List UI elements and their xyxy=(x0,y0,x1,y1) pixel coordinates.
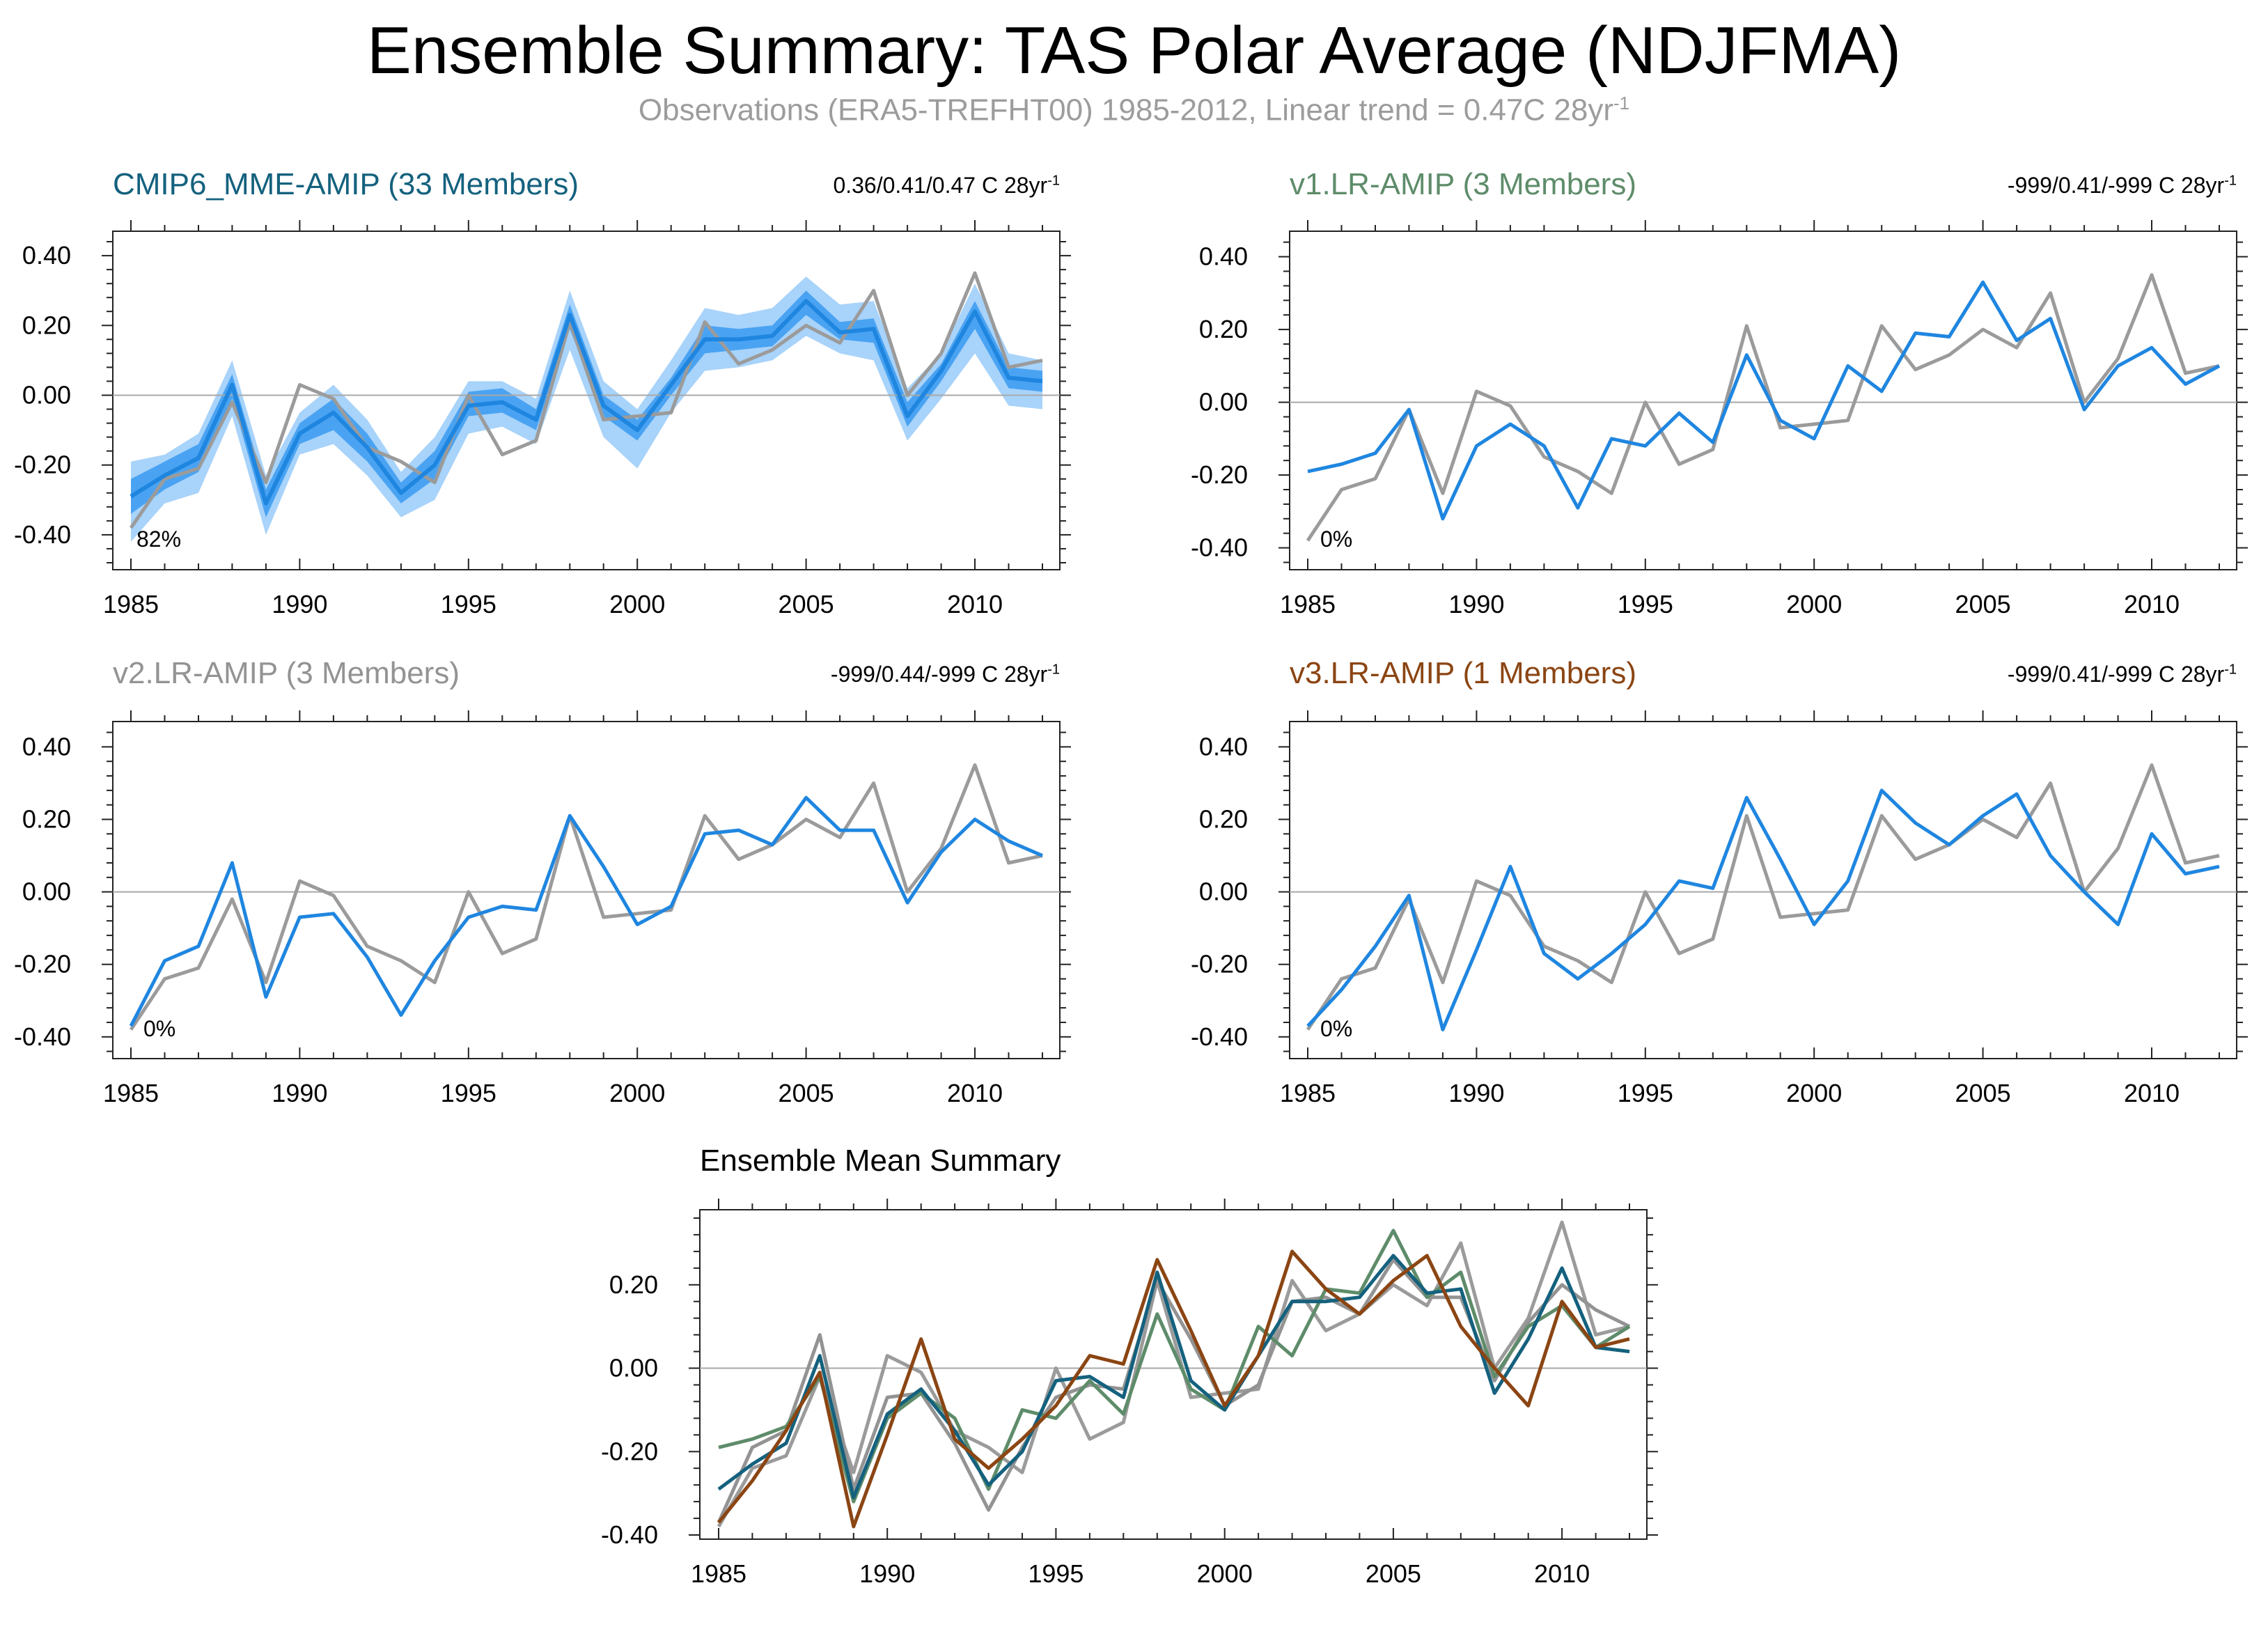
y-tick-label: 0.20 xyxy=(1199,805,1248,834)
percent-label: 82% xyxy=(136,527,181,552)
panel-title-v3: v3.LR-AMIP (1 Members) xyxy=(1290,656,1636,690)
series-line-v3 xyxy=(717,1249,1630,1529)
trend-superscript: -1 xyxy=(1047,173,1060,189)
x-tick-label: 2005 xyxy=(779,590,834,618)
percent-label: 0% xyxy=(143,1016,175,1041)
y-tick-label: 0.00 xyxy=(22,878,71,906)
y-tick-label: 0.40 xyxy=(22,241,71,270)
plot-frame xyxy=(1289,721,2237,1059)
x-tick-label: 2000 xyxy=(609,1079,665,1107)
y-tick-label: 0.40 xyxy=(1199,242,1248,271)
y-tick-label: 0.20 xyxy=(609,1270,658,1299)
x-tick-label: 1995 xyxy=(1618,1079,1673,1107)
page-title: Ensemble Summary: TAS Polar Average (NDJ… xyxy=(366,13,1902,88)
x-tick-label: 1990 xyxy=(1448,590,1504,618)
y-tick-label: 0.00 xyxy=(609,1354,658,1382)
subtitle-superscript: -1 xyxy=(1613,93,1630,114)
trend-superscript: -1 xyxy=(2224,662,2237,678)
x-tick-label: 1990 xyxy=(272,590,327,618)
y-tick-label: -0.40 xyxy=(14,1022,71,1051)
x-tick-label: 1995 xyxy=(441,590,496,618)
x-tick-label: 1990 xyxy=(859,1559,915,1588)
y-tick-label: 0.20 xyxy=(22,311,71,339)
trend-superscript: -1 xyxy=(1047,662,1060,678)
trend-text: 0.36/0.41/0.47 C 28yr xyxy=(833,173,1048,198)
panel-title-cmip6: CMIP6_MME-AMIP (33 Members) xyxy=(113,167,579,201)
series-line-observations xyxy=(717,1220,1630,1528)
series-line-observations xyxy=(129,271,1043,529)
y-tick-label: -0.20 xyxy=(14,950,71,979)
x-tick-label: 2000 xyxy=(609,590,665,618)
y-tick-label: 0.40 xyxy=(1199,732,1248,761)
x-tick-label: 2000 xyxy=(1786,1079,1842,1107)
subtitle-text: Observations (ERA5-TREFHT00) 1985-2012, … xyxy=(638,93,1613,127)
y-tick-label: 0.00 xyxy=(22,380,71,409)
series-line-model_line xyxy=(130,299,1043,506)
x-tick-label: 2005 xyxy=(1955,590,2011,618)
x-tick-label: 1985 xyxy=(1280,590,1336,618)
panel-trend-cmip6: 0.36/0.41/0.47 C 28yr-1 xyxy=(833,173,1060,198)
ensemble-band xyxy=(131,276,1042,542)
percent-label: 0% xyxy=(1320,1016,1352,1041)
x-tick-label: 1985 xyxy=(1280,1079,1336,1107)
percent-label: 0% xyxy=(1320,527,1352,552)
x-tick-label: 1990 xyxy=(1448,1079,1504,1107)
y-tick-label: -0.20 xyxy=(1191,460,1248,489)
y-tick-label: -0.20 xyxy=(14,451,71,479)
y-tick-label: -0.40 xyxy=(601,1520,658,1549)
panel-trend-v3: -999/0.41/-999 C 28yr-1 xyxy=(2008,662,2237,687)
trend-superscript: -1 xyxy=(2224,173,2237,189)
x-tick-label: 2005 xyxy=(1955,1079,2011,1107)
x-tick-label: 1985 xyxy=(103,590,159,618)
x-tick-label: 2010 xyxy=(947,1079,1003,1107)
x-tick-label: 2000 xyxy=(1786,590,1842,618)
x-tick-label: 2010 xyxy=(947,590,1003,618)
series-line-cmip6 xyxy=(717,1254,1630,1499)
panel-trend-v2: -999/0.44/-999 C 28yr-1 xyxy=(831,662,1060,687)
series-line-model_line xyxy=(1306,788,2220,1031)
x-tick-label: 1990 xyxy=(272,1079,327,1107)
y-tick-label: -0.40 xyxy=(1191,533,1248,562)
panel-title-v2: v2.LR-AMIP (3 Members) xyxy=(113,656,460,690)
series-line-observations xyxy=(1306,763,2220,1031)
series-line-observations xyxy=(129,763,1043,1031)
series-line-model_line xyxy=(129,795,1043,1027)
series-line-observations xyxy=(1306,273,2220,542)
y-tick-label: 0.00 xyxy=(1199,878,1248,906)
y-tick-label: 0.00 xyxy=(1199,388,1248,416)
x-tick-label: 1985 xyxy=(103,1079,159,1107)
x-tick-label: 1985 xyxy=(691,1559,746,1588)
y-tick-label: -0.40 xyxy=(1191,1022,1248,1051)
y-tick-label: -0.40 xyxy=(14,520,71,549)
x-tick-label: 2010 xyxy=(1534,1559,1590,1588)
x-tick-label: 2005 xyxy=(779,1079,834,1107)
page-subtitle: Observations (ERA5-TREFHT00) 1985-2012, … xyxy=(0,93,2268,128)
trend-text: -999/0.41/-999 C 28yr xyxy=(2007,662,2225,687)
x-tick-label: 1995 xyxy=(441,1079,496,1107)
trend-text: -999/0.41/-999 C 28yr xyxy=(2007,173,2225,198)
x-tick-label: 1995 xyxy=(1618,590,1673,618)
x-tick-label: 2005 xyxy=(1366,1559,1421,1588)
x-tick-label: 2010 xyxy=(2124,590,2180,618)
y-tick-label: 0.20 xyxy=(22,805,71,834)
plot-frame xyxy=(1289,231,2237,570)
y-tick-label: -0.20 xyxy=(601,1437,658,1465)
trend-text: -999/0.44/-999 C 28yr xyxy=(830,662,1048,687)
x-tick-label: 2010 xyxy=(2124,1079,2180,1107)
x-tick-label: 1995 xyxy=(1028,1559,1084,1588)
panel-title-ensemble-mean: Ensemble Mean Summary xyxy=(700,1144,1061,1178)
y-tick-label: 0.20 xyxy=(1199,315,1248,343)
y-tick-label: -0.20 xyxy=(1191,950,1248,979)
x-tick-label: 2000 xyxy=(1197,1559,1253,1588)
series-line-model_line xyxy=(1307,280,2221,521)
panel-title-v1: v1.LR-AMIP (3 Members) xyxy=(1290,167,1636,201)
y-tick-label: 0.40 xyxy=(22,732,71,761)
panel-trend-v1: -999/0.41/-999 C 28yr-1 xyxy=(2008,173,2237,198)
